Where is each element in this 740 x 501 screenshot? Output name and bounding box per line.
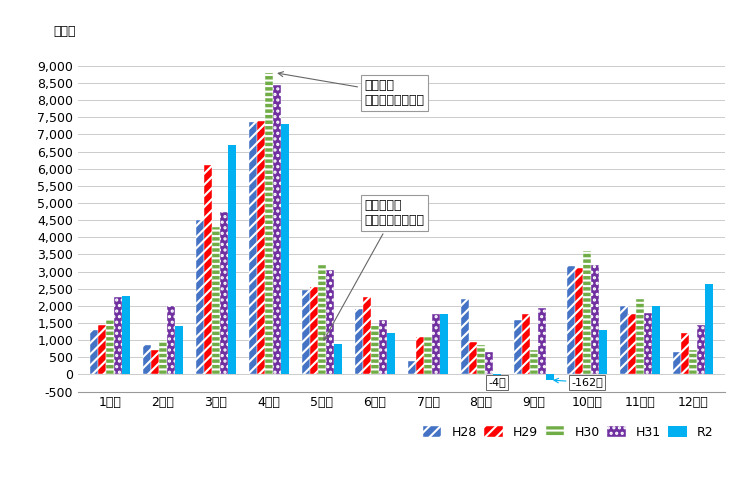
- Bar: [196, 220, 204, 374]
- Bar: [387, 333, 395, 374]
- Bar: [440, 315, 448, 374]
- Bar: [318, 265, 326, 374]
- Bar: [106, 320, 114, 374]
- Bar: [212, 227, 220, 374]
- Bar: [568, 267, 575, 374]
- Bar: [583, 251, 591, 374]
- Bar: [620, 306, 628, 374]
- Bar: [122, 296, 130, 374]
- Bar: [371, 325, 379, 374]
- Bar: [98, 325, 106, 374]
- Bar: [355, 309, 363, 374]
- Bar: [477, 345, 485, 374]
- Bar: [673, 352, 682, 374]
- Bar: [143, 345, 151, 374]
- Bar: [546, 374, 554, 380]
- Bar: [167, 306, 175, 374]
- Bar: [538, 308, 546, 374]
- Bar: [363, 297, 371, 374]
- Bar: [220, 211, 228, 374]
- Bar: [265, 73, 273, 374]
- Bar: [416, 337, 424, 374]
- Bar: [257, 121, 265, 374]
- Bar: [628, 315, 636, 374]
- Bar: [432, 315, 440, 374]
- Y-axis label: （人）: （人）: [54, 26, 76, 38]
- Bar: [697, 325, 705, 374]
- Bar: [469, 342, 477, 374]
- Bar: [705, 284, 713, 374]
- Text: -4人: -4人: [488, 375, 506, 387]
- Bar: [514, 320, 522, 374]
- Bar: [204, 165, 212, 374]
- Bar: [522, 315, 530, 374]
- Text: ５月２５日
紧急事態宣言解除: ５月２５日 紧急事態宣言解除: [324, 199, 425, 340]
- Bar: [151, 350, 159, 374]
- Bar: [159, 340, 167, 374]
- Text: -162人: -162人: [554, 377, 603, 387]
- Bar: [424, 337, 432, 374]
- Bar: [461, 299, 469, 374]
- Bar: [90, 330, 98, 374]
- Bar: [310, 287, 318, 374]
- Bar: [599, 330, 607, 374]
- Bar: [334, 344, 342, 374]
- Bar: [636, 299, 644, 374]
- Bar: [652, 306, 660, 374]
- Bar: [326, 270, 334, 374]
- Bar: [273, 85, 281, 374]
- Bar: [682, 333, 689, 374]
- Bar: [114, 297, 122, 374]
- Legend: H28, H29, H30, H31, R2: H28, H29, H30, H31, R2: [417, 421, 719, 444]
- Bar: [408, 361, 416, 374]
- Text: ４月７日
紧急事態宣言発出: ４月７日 紧急事態宣言発出: [278, 72, 425, 107]
- Bar: [302, 291, 310, 374]
- Bar: [485, 352, 493, 374]
- Bar: [379, 320, 387, 374]
- Bar: [175, 327, 183, 374]
- Bar: [591, 265, 599, 374]
- Bar: [644, 313, 652, 374]
- Bar: [281, 124, 289, 374]
- Bar: [228, 145, 236, 374]
- Bar: [575, 268, 583, 374]
- Bar: [530, 350, 538, 374]
- Bar: [689, 350, 697, 374]
- Bar: [249, 122, 257, 374]
